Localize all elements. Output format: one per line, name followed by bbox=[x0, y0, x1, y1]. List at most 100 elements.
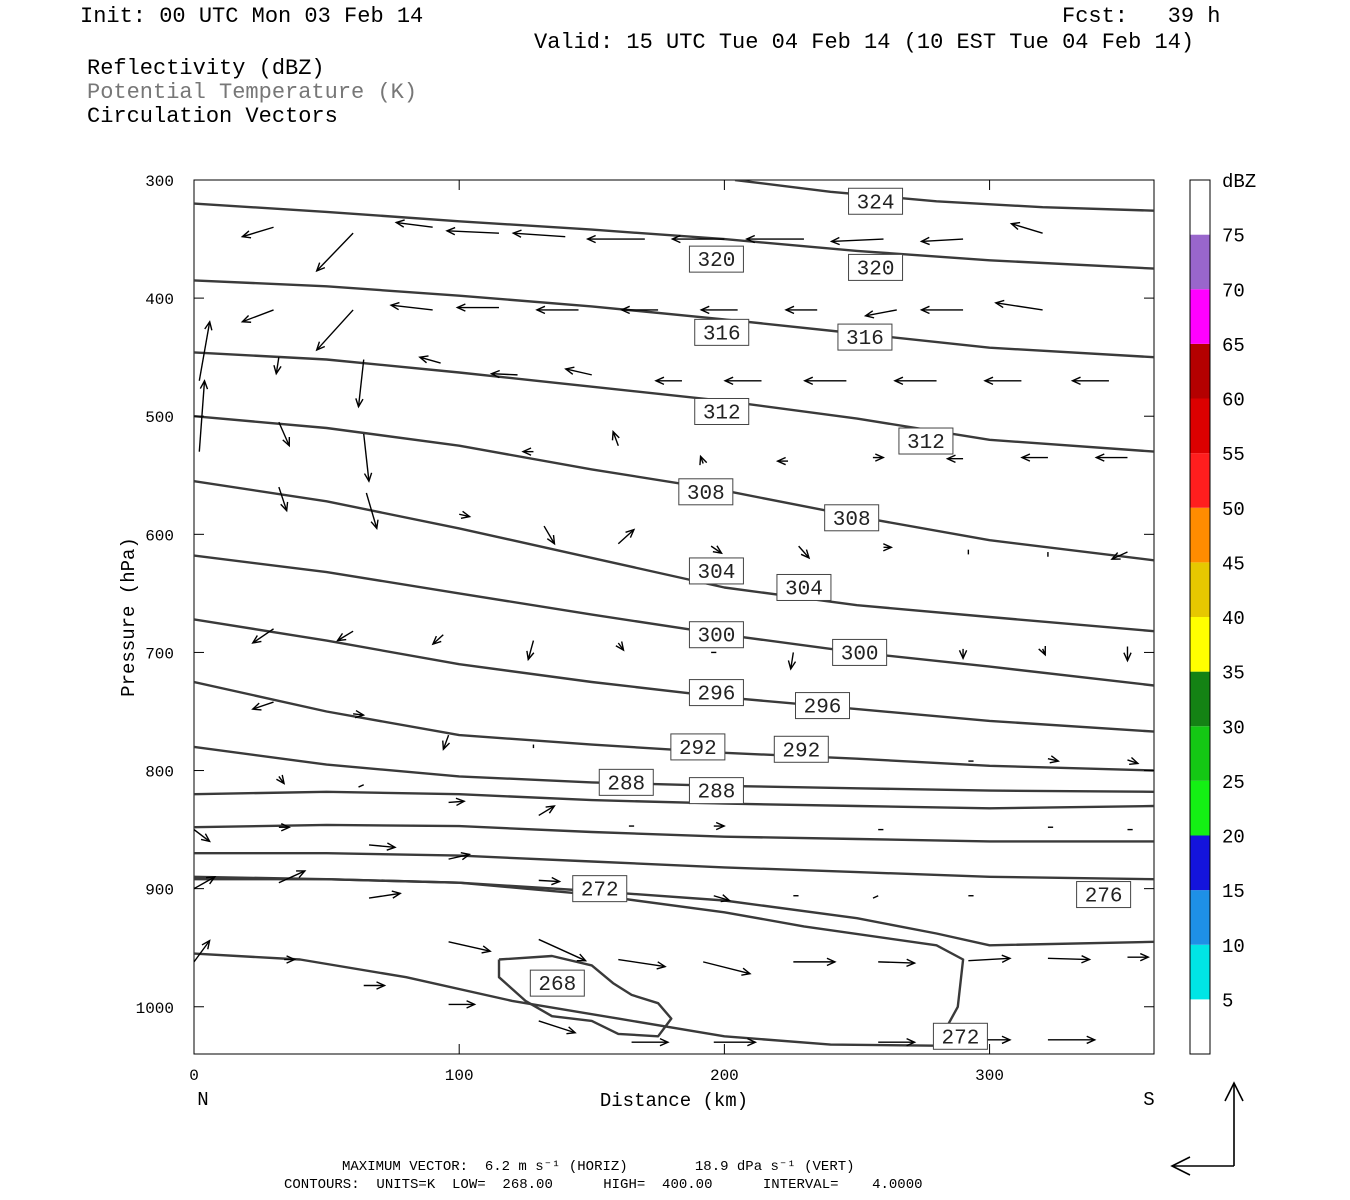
vector-head bbox=[745, 234, 756, 244]
vector-shaft bbox=[242, 309, 274, 323]
theta-contour-276a bbox=[194, 852, 1154, 881]
circulation-vector bbox=[538, 938, 588, 962]
colorbar-frame bbox=[1189, 179, 1211, 1055]
vector-head bbox=[431, 635, 442, 646]
vector-head bbox=[983, 376, 994, 386]
vector-head bbox=[370, 519, 379, 531]
contour-label-288-0: 288 bbox=[607, 773, 645, 796]
colorbar-tick-label: 15 bbox=[1222, 881, 1245, 903]
theta-contour-284 bbox=[194, 790, 1154, 810]
vector-shaft bbox=[448, 800, 465, 804]
vector-shaft bbox=[365, 492, 378, 529]
circulation-vector bbox=[615, 641, 625, 652]
circulation-vector bbox=[368, 842, 397, 851]
circulation-vector bbox=[919, 305, 964, 315]
vector-head bbox=[1001, 1035, 1012, 1045]
contour-label-box-288-0 bbox=[598, 768, 654, 796]
vector-head bbox=[286, 955, 297, 964]
vector-shaft bbox=[543, 525, 556, 545]
circulation-vector bbox=[389, 301, 433, 311]
circulation-vector bbox=[538, 805, 556, 817]
contour-label-292-0: 292 bbox=[679, 738, 717, 761]
vector-head bbox=[670, 234, 681, 244]
vector-shaft bbox=[703, 961, 751, 975]
colorbar-segment bbox=[1190, 562, 1210, 617]
y-tick-label: 600 bbox=[145, 527, 174, 545]
circulation-vector bbox=[585, 234, 645, 244]
colorbar-tick-label: 75 bbox=[1222, 226, 1245, 248]
vector-head bbox=[489, 369, 500, 379]
circulation-vector bbox=[431, 634, 444, 646]
contour-label-box-304-1 bbox=[776, 573, 832, 601]
theta-contour-304 bbox=[194, 480, 1154, 633]
x-tick-label: 200 bbox=[710, 1067, 739, 1085]
vector-shaft bbox=[194, 940, 211, 963]
colorbar-segment bbox=[1190, 180, 1210, 235]
vector-head bbox=[280, 822, 291, 832]
vector-shaft bbox=[252, 701, 274, 710]
vector-head bbox=[206, 876, 217, 885]
vector-shaft bbox=[278, 486, 288, 511]
colorbar-tick-label: 40 bbox=[1222, 608, 1245, 630]
dbz-colorbar: 5 10 15 20 25 30 35 40 45 50 55 60 65 70 75 bbox=[1189, 179, 1245, 1055]
circulation-vector bbox=[1110, 551, 1128, 560]
contour-label-276a-0: 276 bbox=[1085, 886, 1123, 909]
theta-contour-296 bbox=[194, 618, 1154, 733]
circulation-vector bbox=[893, 376, 937, 386]
circulation-vector bbox=[198, 320, 213, 381]
vector-head bbox=[389, 301, 400, 311]
contour-label-308-1: 308 bbox=[833, 509, 871, 532]
vector-shaft bbox=[713, 895, 730, 902]
circulation-vector bbox=[448, 797, 466, 807]
circulation-vector bbox=[526, 640, 535, 662]
circulation-vector bbox=[883, 543, 894, 552]
contour-label-box-316-0 bbox=[694, 318, 750, 346]
vector-head bbox=[1049, 755, 1060, 764]
theta-contour-280 bbox=[194, 823, 1154, 843]
vector-head bbox=[455, 797, 466, 807]
circulation-vector bbox=[699, 454, 708, 466]
vector-head bbox=[354, 709, 366, 719]
vector-head bbox=[1094, 453, 1105, 462]
vector-shaft bbox=[252, 628, 274, 644]
init-time: Init: 00 UTC Mon 03 Feb 14 bbox=[80, 4, 424, 29]
circulation-vector bbox=[1094, 453, 1128, 462]
vector-shaft bbox=[242, 226, 274, 238]
y-tick-label: 1000 bbox=[136, 1000, 174, 1018]
vector-shaft bbox=[198, 321, 211, 381]
theta-contour-292 bbox=[194, 680, 1154, 772]
circulation-vector bbox=[654, 376, 682, 386]
circulation-vector bbox=[1047, 1035, 1097, 1045]
vector-shaft bbox=[357, 359, 365, 407]
vector-head bbox=[994, 299, 1005, 309]
colorbar-tick-label: 35 bbox=[1222, 663, 1245, 685]
vector-head bbox=[391, 890, 402, 899]
vector-shaft bbox=[316, 309, 354, 351]
vector-shaft bbox=[538, 938, 586, 962]
circulation-vector bbox=[872, 895, 879, 899]
circulation-vector bbox=[787, 652, 797, 671]
vector-shaft bbox=[995, 302, 1043, 311]
circulation-vector bbox=[278, 486, 289, 513]
theta-contour-300 bbox=[194, 554, 1154, 687]
circulation-vector bbox=[670, 234, 725, 244]
theta-contours bbox=[194, 180, 1154, 1047]
circulation-vector bbox=[619, 305, 659, 315]
circulation-vector bbox=[278, 870, 307, 884]
vector-head bbox=[958, 650, 968, 661]
vector-shaft bbox=[1047, 957, 1090, 961]
vector-head bbox=[201, 939, 211, 950]
vector-head bbox=[204, 320, 213, 331]
vector-scale-key bbox=[1170, 1081, 1244, 1176]
vector-head bbox=[363, 472, 373, 483]
vector-shaft bbox=[390, 304, 433, 311]
theta-contour-312 bbox=[194, 351, 1154, 453]
vector-shaft bbox=[538, 1020, 576, 1034]
vector-head bbox=[826, 957, 837, 967]
colorbar-tick-label: 50 bbox=[1222, 499, 1245, 521]
circulation-vector bbox=[878, 958, 917, 968]
circulation-vector bbox=[699, 305, 738, 315]
colorbar-segment bbox=[1190, 453, 1210, 508]
contour-label-296-0: 296 bbox=[698, 684, 736, 707]
x-tick-label: 300 bbox=[975, 1067, 1004, 1085]
